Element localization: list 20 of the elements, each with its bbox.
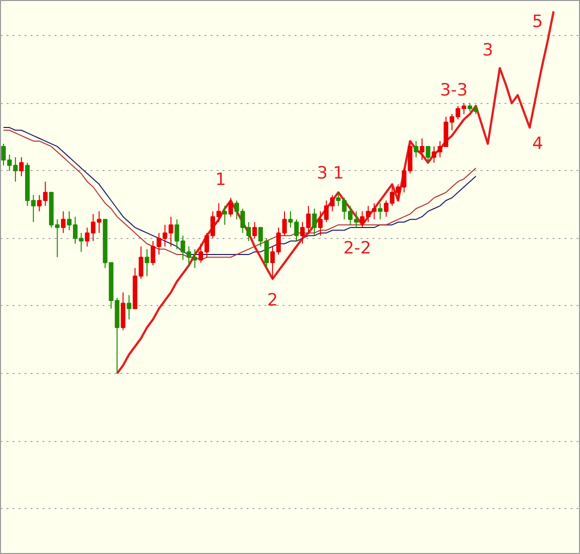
candlestick	[414, 140, 418, 158]
text: 5	[532, 12, 544, 32]
text: 3	[482, 40, 494, 61]
annotation: 2	[267, 290, 278, 310]
candlestick	[144, 248, 150, 277]
candlestick	[19, 156, 24, 177]
candlestick	[378, 202, 382, 220]
candlestick	[252, 222, 257, 239]
candlestick	[420, 138, 424, 160]
candlestick	[228, 197, 233, 218]
candlestick	[60, 210, 66, 234]
candlestick	[312, 208, 317, 236]
candlestick	[126, 294, 132, 320]
text: 3-3	[440, 80, 468, 100]
annotation: 2-2	[343, 238, 372, 258]
candlestick	[426, 146, 430, 164]
annotation: 3 1	[316, 163, 344, 184]
annotation: 1	[215, 170, 226, 190]
annotation: 4	[532, 134, 544, 154]
candlestick	[222, 205, 228, 226]
